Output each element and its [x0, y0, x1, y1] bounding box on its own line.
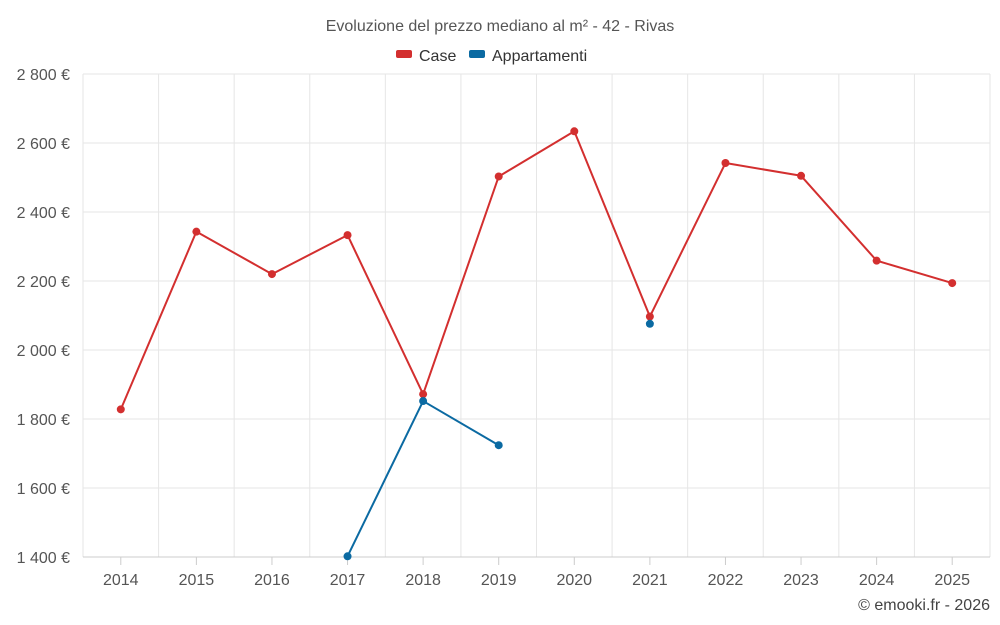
legend-swatch-appartamenti — [469, 50, 485, 58]
x-tick-label: 2025 — [934, 572, 970, 589]
data-point[interactable] — [570, 127, 579, 136]
chart-title: Evoluzione del prezzo mediano al m² - 42… — [326, 18, 675, 35]
data-point[interactable] — [872, 256, 881, 265]
x-tick-label: 2015 — [179, 572, 215, 589]
series-line — [346, 400, 500, 557]
series-appartamenti — [343, 319, 654, 561]
y-axis: 1 400 € 1 600 € 1 800 € 2 000 € 2 200 € 2 400… — [17, 67, 70, 567]
y-tick-label: 2 800 € — [17, 67, 70, 84]
data-point[interactable] — [948, 279, 957, 288]
legend-label-appartamenti: Appartamenti — [492, 48, 587, 65]
series-case — [116, 127, 957, 414]
x-tick-label: 2016 — [254, 572, 290, 589]
y-tick-label: 1 600 € — [17, 481, 70, 498]
data-point[interactable] — [419, 397, 428, 406]
y-tick-label: 2 200 € — [17, 274, 70, 291]
data-point[interactable] — [192, 227, 201, 236]
x-tick-label: 2014 — [103, 572, 139, 589]
data-point[interactable] — [494, 172, 503, 181]
legend: Case Appartamenti — [396, 48, 587, 65]
series — [116, 127, 957, 561]
data-point[interactable] — [116, 405, 125, 414]
y-tick-label: 2 000 € — [17, 343, 70, 360]
credit: © emooki.fr - 2026 — [858, 597, 990, 614]
grid — [82, 73, 991, 558]
y-tick-label: 2 600 € — [17, 136, 70, 153]
y-tick-label: 1 400 € — [17, 550, 70, 567]
data-point[interactable] — [419, 390, 428, 399]
data-point[interactable] — [343, 552, 352, 561]
y-tick-label: 1 800 € — [17, 412, 70, 429]
data-point[interactable] — [797, 171, 806, 180]
x-tick-label: 2017 — [330, 572, 366, 589]
legend-label-case: Case — [419, 48, 456, 65]
x-tick-label: 2023 — [783, 572, 819, 589]
legend-item-case[interactable]: Case — [396, 48, 456, 65]
data-point[interactable] — [721, 159, 730, 168]
x-axis: 2014 2015 2016 2017 2018 2019 2020 2021 2022 2023… — [83, 556, 990, 589]
series-line — [119, 130, 953, 410]
data-point[interactable] — [494, 441, 503, 450]
legend-swatch-case — [396, 50, 412, 58]
x-tick-label: 2024 — [859, 572, 895, 589]
data-point[interactable] — [645, 312, 654, 321]
data-point[interactable] — [645, 319, 654, 328]
x-tick-label: 2022 — [708, 572, 744, 589]
y-tick-label: 2 400 € — [17, 205, 70, 222]
legend-item-appartamenti[interactable]: Appartamenti — [469, 48, 587, 65]
x-tick-label: 2018 — [405, 572, 441, 589]
data-point[interactable] — [267, 270, 276, 279]
data-point[interactable] — [343, 231, 352, 240]
x-tick-label: 2021 — [632, 572, 668, 589]
x-tick-label: 2020 — [556, 572, 592, 589]
x-tick-label: 2019 — [481, 572, 517, 589]
